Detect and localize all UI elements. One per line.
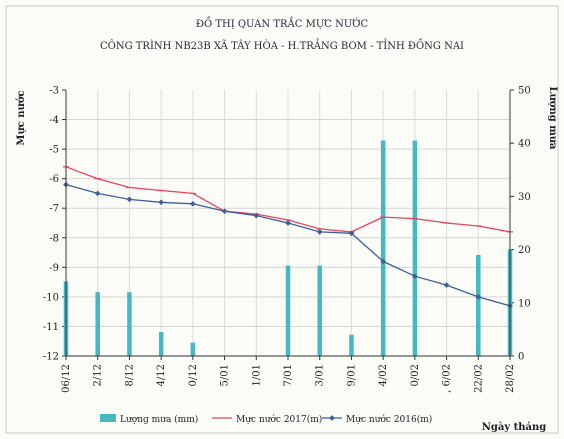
- rainfall-bar: [127, 292, 132, 356]
- y-left-tick-label: -12: [43, 352, 59, 363]
- rainfall-bar: [412, 140, 418, 356]
- legend-swatch-rainfall: [100, 414, 116, 422]
- x-tick-label: 1/01: [251, 364, 262, 386]
- legend-label-rainfall: Lượng mưa (mm): [120, 414, 198, 425]
- series-point-2016: [412, 273, 418, 280]
- chart-title: ĐỒ THỊ QUAN TRẮC MỰC NƯỚC: [196, 17, 369, 30]
- x-tick-label: 06/12: [61, 364, 72, 393]
- x-tick-label: 9/01: [346, 364, 357, 386]
- y-left-tick-label: -4: [49, 115, 59, 126]
- x-tick-label: 5/01: [220, 364, 231, 386]
- y-left-tick-label: -5: [49, 145, 59, 156]
- y-axis-left-label: Mực nước: [16, 90, 27, 145]
- series-point-2016: [316, 229, 323, 235]
- x-tick-label: 2/12: [93, 364, 104, 386]
- y-left-tick-label: -7: [49, 204, 59, 215]
- y-right-tick-label: 50: [518, 86, 531, 97]
- y-left-tick-label: -6: [49, 174, 59, 185]
- y-left-tick-label: -11: [43, 322, 59, 333]
- x-tick-label: 8/12: [124, 364, 135, 386]
- y-axis-right-label: Lượng mưa: [547, 86, 558, 150]
- y-left-tick-label: -3: [49, 86, 59, 97]
- series-point-2016: [443, 282, 450, 288]
- x-tick-label: , 6/02: [442, 364, 453, 393]
- x-tick-label: 4/12: [156, 364, 167, 386]
- y-right-tick-label: 10: [518, 298, 531, 309]
- legend: Lượng mưa (mm) Mực nước 2017(m) Mực nước 2…: [100, 414, 432, 425]
- chart-subtitle: CÔNG TRÌNH NB23B XÃ TÂY HÒA - H.TRẢNG BO…: [100, 39, 464, 52]
- rainfall-bar: [158, 332, 164, 356]
- legend-label-2017: Mực nước 2017(m): [236, 414, 322, 425]
- rainfall-bar: [95, 292, 100, 356]
- x-tick-label: 0/02: [410, 364, 421, 386]
- series-point-2016: [285, 220, 291, 226]
- series-point-2016: [126, 196, 133, 203]
- outer-border: [5, 5, 559, 434]
- x-tick-label: 3/01: [315, 364, 326, 386]
- y-left-tick-label: -10: [43, 292, 59, 303]
- rainfall-bar: [285, 265, 291, 356]
- rainfall-bar: [476, 254, 481, 356]
- rainfall-bar: [349, 334, 354, 356]
- legend-label-2016: Mực nước 2016(m): [346, 414, 432, 425]
- plot-area: -3 -4 -5 -6 -7 -8 -9 -10 -11 -12 0 10 20 30 40 50 06/12 2…: [43, 86, 531, 393]
- rainfall-bar: [190, 342, 196, 356]
- y-left-tick-label: -8: [49, 233, 59, 244]
- series-point-2016: [380, 258, 386, 265]
- series-point-2016: [475, 294, 482, 300]
- y-right-tick-label: 0: [518, 352, 524, 363]
- y-right-tick-label: 40: [518, 139, 531, 150]
- series-point-2016: [190, 200, 196, 207]
- y-right-tick-label: 20: [518, 245, 531, 256]
- rainfall-bar: [317, 265, 322, 356]
- legend-marker-2016: [329, 415, 335, 421]
- series-point-2016: [348, 230, 355, 237]
- series-point-2016: [158, 199, 164, 206]
- x-tick-label: 4/02: [378, 364, 389, 386]
- x-tick-label: 7/01: [283, 364, 294, 386]
- y-right-tick-label: 30: [518, 192, 531, 203]
- series-point-2016: [221, 208, 228, 215]
- x-tick-label: 0/12: [188, 364, 199, 386]
- series-point-2016: [94, 190, 101, 197]
- rainfall-bar: [380, 140, 386, 356]
- x-axis-label: Ngày tháng: [482, 422, 547, 433]
- x-tick-label: 22/02: [473, 364, 484, 393]
- x-tick-label: 28/02: [505, 364, 516, 393]
- y-left-tick-label: -9: [49, 263, 59, 274]
- series-point-2016: [253, 212, 260, 219]
